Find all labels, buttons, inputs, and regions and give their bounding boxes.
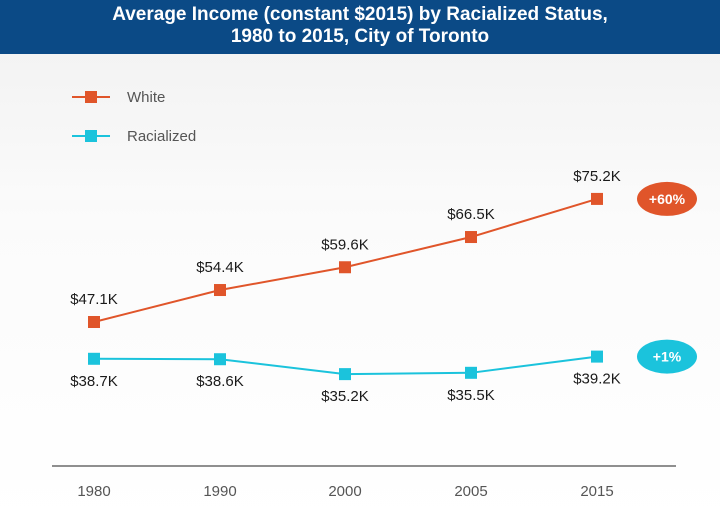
chart-title-line-1: Average Income (constant $2015) by Racia…	[112, 4, 608, 25]
series-layer: $47.1K$54.4K$59.6K$66.5K$75.2K$38.7K $38.…	[70, 168, 621, 405]
legend-item-white: White	[72, 89, 165, 106]
data-point-racialized-1990	[214, 353, 226, 366]
data-point-racialized-2015	[591, 350, 603, 363]
legend-item-racialized: Racialized	[72, 128, 196, 145]
change-badge-racialized: +1%	[637, 339, 697, 374]
series-line-white	[93, 197, 598, 323]
x-tick-label-2005: 2005	[454, 483, 487, 500]
change-badge-shape-white	[637, 181, 697, 216]
chart-title-line-2: 1980 to 2015, City of Toronto	[230, 26, 490, 47]
data-point-white-2005	[465, 231, 477, 244]
x-tick-label-2000: 2000	[328, 483, 361, 500]
data-label-racialized-1990: $38.6K	[196, 373, 244, 390]
chart-title: Average Income (constant $2015) by Racia…	[0, 0, 720, 54]
legend-label-racialized: Racialized	[127, 128, 196, 145]
change-badge-label-white: +60%	[649, 191, 686, 207]
x-tick-label-1990: 1990	[203, 483, 236, 500]
chart-panel	[0, 54, 720, 527]
data-label-white-1980: $47.1K	[70, 291, 118, 308]
x-tick-label-1980: 1980	[77, 483, 110, 500]
x-axis-ticks: 1980 1990 2000 2005 2015	[77, 483, 613, 500]
data-point-white-1990	[214, 284, 226, 297]
data-label-racialized-1980: $38.7K	[70, 373, 118, 390]
x-tick-label-2015: 2015	[580, 483, 613, 500]
data-point-white-1980	[88, 316, 100, 328]
data-point-white-2015	[591, 192, 603, 205]
data-point-white-2000	[339, 261, 351, 274]
data-label-white-2000: $59.6K	[321, 236, 369, 253]
data-point-racialized-2005	[465, 366, 477, 379]
change-badge-white: +60%	[637, 181, 697, 216]
data-label-racialized-2005: $35.5K	[447, 387, 495, 404]
series-racialized: $38.7K $38.6K $35.2K $35.5K $39.2K	[70, 350, 621, 405]
data-label-white-2005: $66.5K	[447, 206, 495, 223]
data-point-racialized-1980	[88, 352, 100, 365]
change-badge-label-racialized: +1%	[653, 349, 682, 365]
data-label-white-1990: $54.4K	[196, 259, 244, 276]
legend-label-white: White	[127, 89, 165, 106]
series-white: $47.1K $54.4K $59.6K $66.5K $75.2K	[70, 168, 621, 328]
data-label-racialized-2015: $39.2K	[573, 371, 621, 388]
legend-marker-racialized	[85, 130, 97, 142]
legend: White Racialized	[72, 89, 196, 145]
legend-marker-white	[85, 91, 97, 103]
badge-layer: +60% +1%	[637, 181, 697, 374]
data-point-racialized-2000	[339, 368, 351, 381]
change-badge-shape-racialized	[637, 339, 697, 374]
data-label-racialized-2000: $35.2K	[321, 388, 369, 405]
data-label-white-2015: $75.2K	[573, 168, 621, 185]
